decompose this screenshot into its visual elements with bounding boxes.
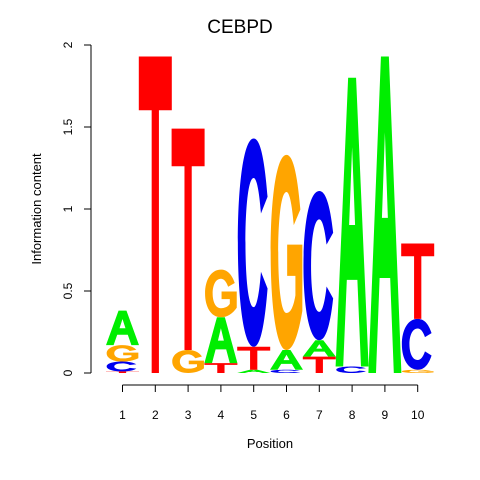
logo-letter-t bbox=[106, 371, 139, 373]
y-axis: 0 0.5 1 1.5 2 bbox=[61, 41, 92, 376]
logo-letter-a bbox=[302, 340, 336, 357]
logo-letter-t bbox=[401, 243, 435, 319]
logo-letter-g bbox=[106, 345, 139, 362]
logo-letter-t bbox=[138, 56, 172, 373]
logo-letter-a bbox=[237, 369, 271, 373]
logo-letter-t bbox=[204, 363, 238, 373]
y-tick-label: 0 bbox=[61, 369, 75, 376]
x-tick-label: 2 bbox=[152, 408, 159, 422]
logo-letter-t bbox=[302, 356, 336, 373]
logo-letter-a bbox=[270, 350, 303, 370]
logo-letter-t bbox=[171, 128, 205, 351]
x-tick-label: 4 bbox=[218, 408, 225, 422]
x-tick-label: 3 bbox=[185, 408, 192, 422]
letter-stacks bbox=[106, 56, 435, 373]
logo-letter-g bbox=[401, 369, 434, 373]
x-tick-label: 5 bbox=[250, 408, 257, 422]
y-tick-label: 1.5 bbox=[61, 118, 75, 135]
logo-letter-c bbox=[270, 369, 301, 373]
logo-letter-a bbox=[368, 56, 402, 373]
logo-letter-c bbox=[303, 190, 334, 341]
y-tick-label: 2 bbox=[61, 41, 75, 48]
logo-letter-a bbox=[335, 77, 369, 367]
y-tick-label: 1 bbox=[61, 205, 75, 212]
logo-letter-a bbox=[204, 317, 238, 364]
x-axis-label: Position bbox=[247, 436, 293, 451]
logo-letter-c bbox=[106, 361, 137, 372]
logo-letter-c bbox=[401, 318, 432, 370]
x-tick-label: 10 bbox=[411, 408, 425, 422]
logo-letter-g bbox=[172, 350, 204, 373]
logo-letter-g bbox=[270, 154, 303, 351]
x-axis: 1 2 3 4 5 6 7 8 9 10 bbox=[119, 384, 425, 422]
y-axis-label: Information content bbox=[29, 153, 44, 265]
logo-letter-a bbox=[106, 310, 139, 346]
logo-letter-c bbox=[237, 138, 268, 347]
x-tick-label: 7 bbox=[316, 408, 323, 422]
x-tick-label: 9 bbox=[382, 408, 389, 422]
x-tick-label: 8 bbox=[349, 408, 356, 422]
logo-letter-t bbox=[237, 346, 271, 370]
y-tick-label: 0.5 bbox=[61, 282, 75, 299]
logo-letter-g bbox=[205, 269, 237, 318]
chart-title: CEBPD bbox=[207, 17, 272, 38]
x-tick-label: 6 bbox=[283, 408, 290, 422]
logo-letter-c bbox=[336, 366, 366, 373]
x-tick-label: 1 bbox=[119, 408, 126, 422]
